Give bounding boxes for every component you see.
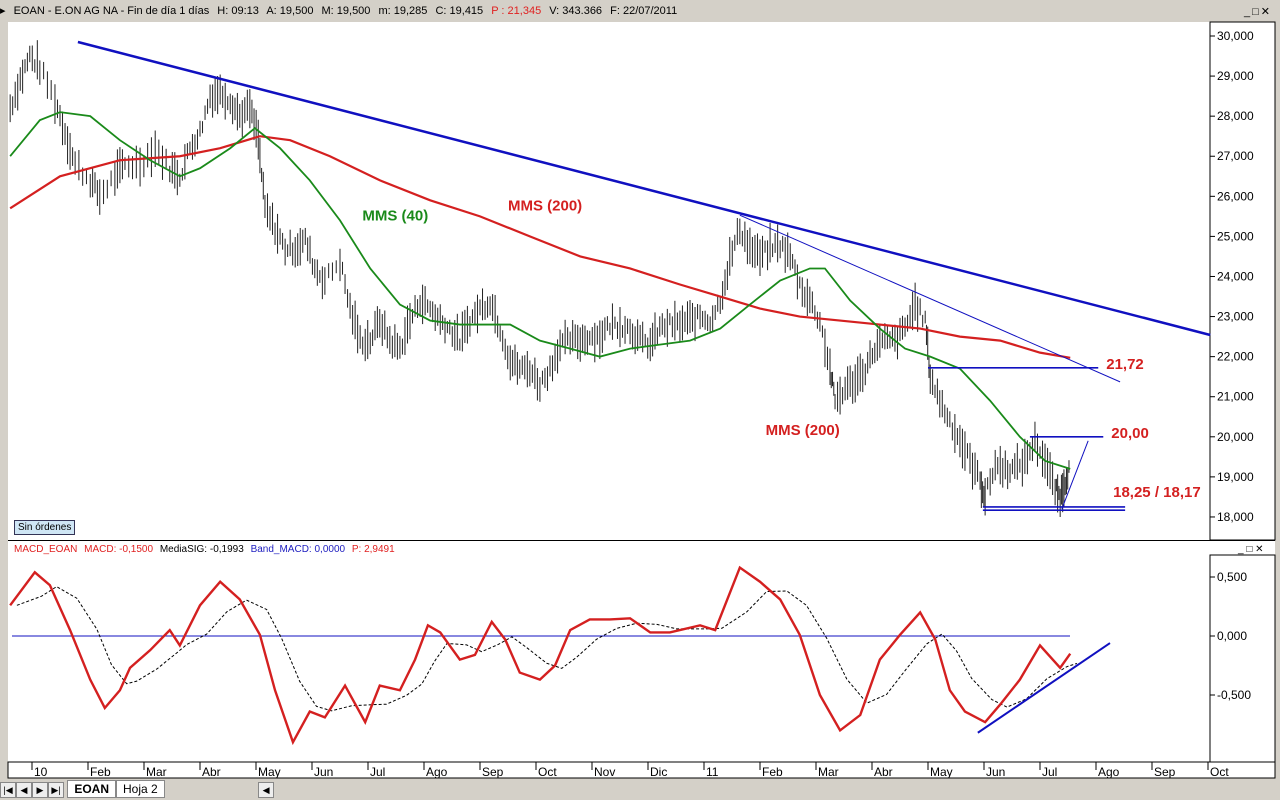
x-tick-label: Ago <box>426 765 448 779</box>
close-readout: C: 19,415 <box>435 5 484 17</box>
x-tick-label: Feb <box>762 765 783 779</box>
macd-trendline <box>977 642 1111 734</box>
level-label: 20,00 <box>1111 425 1149 442</box>
x-tick-label: Nov <box>594 765 615 779</box>
y-tick-label: 22,000 <box>1217 350 1254 364</box>
y-tick-label: 24,000 <box>1217 269 1254 283</box>
macd-window-controls[interactable]: _ □ ✕ <box>1237 544 1264 555</box>
x-tick-label: Oct <box>538 765 557 779</box>
y-tick-label: 21,000 <box>1217 390 1254 404</box>
close-icon[interactable]: ✕ <box>1260 6 1272 18</box>
level-label: 18,25 / 18,17 <box>1113 484 1201 501</box>
x-tick-label: Dic <box>650 765 667 779</box>
low-readout: m: 19,285 <box>378 5 428 17</box>
y-tick-label: 18,000 <box>1217 510 1254 524</box>
y-tick-label: 19,000 <box>1217 470 1254 484</box>
first-sheet-button[interactable]: |◀ <box>0 782 16 798</box>
macd-y-tick-label: 0,000 <box>1217 629 1247 643</box>
chart-header: ▸ EOAN - E.ON AG NA - Fin de día 1 días … <box>0 0 1280 22</box>
y-tick-label: 27,000 <box>1217 149 1254 163</box>
y-tick-label: 29,000 <box>1217 69 1254 83</box>
price-panel <box>8 22 1210 540</box>
last-sheet-button[interactable]: ▶| <box>48 782 64 798</box>
x-tick-label: May <box>930 765 953 779</box>
sin-ordenes-button[interactable]: Sin órdenes <box>14 520 76 535</box>
x-tick-label: Sep <box>1154 765 1176 779</box>
x-tick-label: Abr <box>874 765 893 779</box>
macd-y-tick-label: 0,500 <box>1217 570 1247 584</box>
x-tick-label: Abr <box>202 765 221 779</box>
x-tick-label: Mar <box>146 765 167 779</box>
macd-legend: MACD_EOAN MACD: -0,1500 MediaSIG: -0,199… <box>14 544 395 555</box>
ma40-line <box>9 111 1071 470</box>
trendline <box>739 214 1121 383</box>
date-axis <box>7 761 1276 779</box>
macd-header-bg <box>8 541 1275 555</box>
expand-icon[interactable]: ▸ <box>0 5 6 17</box>
x-tick-label: Jun <box>314 765 333 779</box>
next-sheet-button[interactable]: ▶ <box>32 782 48 798</box>
macd-panel <box>8 555 1210 762</box>
tab-eoan[interactable]: EOAN <box>67 780 117 798</box>
y-tick-label: 25,000 <box>1217 229 1254 243</box>
y-tick-label: 30,000 <box>1217 29 1254 43</box>
trendline <box>77 40 1211 337</box>
high-readout: M: 19,500 <box>321 5 371 17</box>
ma-annotation: MMS (40) <box>362 207 428 224</box>
y-tick-label: 26,000 <box>1217 189 1254 203</box>
x-tick-label: Sep <box>482 765 504 779</box>
ma-annotation: MMS (200) <box>508 197 582 214</box>
macd-title: MACD_EOAN <box>14 544 77 555</box>
signal-line <box>16 586 1078 712</box>
macd-value: MACD: -0,1500 <box>84 544 153 555</box>
open-readout: A: 19,500 <box>266 5 314 17</box>
ma200-line <box>9 135 1071 359</box>
x-tick-label: Jun <box>986 765 1005 779</box>
level-label: 21,72 <box>1106 356 1144 373</box>
prev-sheet-button[interactable]: ◀ <box>16 782 32 798</box>
x-tick-label: Oct <box>1210 765 1229 779</box>
x-tick-label: May <box>258 765 281 779</box>
window-controls: _□✕ <box>1244 5 1272 18</box>
time-readout: H: 09:13 <box>217 5 259 17</box>
scroll-left-button[interactable]: ◀ <box>258 782 275 798</box>
volume-readout: V: 343.366 <box>549 5 603 17</box>
p-readout: P : 21,345 <box>491 5 542 17</box>
x-tick-label: Mar <box>818 765 839 779</box>
macd-line <box>9 565 1072 746</box>
macd-axis <box>1209 554 1276 763</box>
sheet-tabs-bar: |◀ ◀ ▶ ▶| EOAN Hoja 2 ◀ <box>0 778 1280 800</box>
macd-y-tick-label: -0,500 <box>1217 688 1251 702</box>
y-tick-label: 20,000 <box>1217 430 1254 444</box>
y-tick-label: 28,000 <box>1217 109 1254 123</box>
trendline <box>1061 440 1089 510</box>
symbol-title: EOAN - E.ON AG NA - Fin de día 1 días <box>13 5 210 17</box>
date-readout: F: 22/07/2011 <box>610 5 678 17</box>
y-tick-label: 23,000 <box>1217 310 1254 324</box>
x-tick-label: Feb <box>90 765 111 779</box>
macd-p-value: P: 2,9491 <box>352 544 395 555</box>
x-tick-label: Jul <box>370 765 385 779</box>
x-tick-label: 11 <box>706 765 719 779</box>
x-tick-label: Ago <box>1098 765 1120 779</box>
price-axis <box>1209 21 1276 541</box>
ma-annotation: MMS (200) <box>766 422 840 439</box>
tab-hoja-2[interactable]: Hoja 2 <box>116 780 165 798</box>
band-value: Band_MACD: 0,0000 <box>251 544 346 555</box>
x-tick-label: 10 <box>34 765 48 779</box>
minimize-icon[interactable]: _ <box>1244 6 1253 18</box>
x-tick-label: Jul <box>1042 765 1057 779</box>
maximize-icon[interactable]: □ <box>1252 6 1261 18</box>
signal-value: MediaSIG: -0,1993 <box>160 544 244 555</box>
